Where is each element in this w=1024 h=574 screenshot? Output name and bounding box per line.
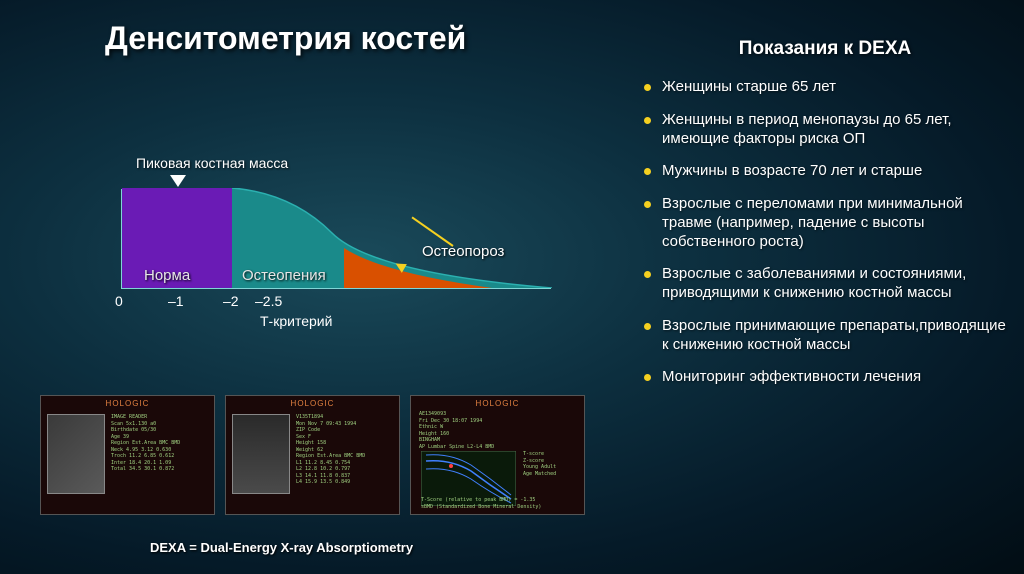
plot-area: Норма Остеопения Остеопороз xyxy=(121,189,551,289)
scan-brand: HOLOGIC xyxy=(476,399,520,408)
xtick: –2 xyxy=(223,293,239,309)
xtick: –2.5 xyxy=(255,293,282,309)
xtick: –1 xyxy=(168,293,184,309)
indications-list: Женщины старше 65 лет Женщины в период м… xyxy=(640,78,1010,387)
chart-marker-icon xyxy=(170,175,186,187)
list-item: Мужчины в возрасте 70 лет и старше xyxy=(640,162,1010,181)
zone-label-osteopenia: Остеопения xyxy=(242,267,326,284)
indications-panel: Показания к DEXA Женщины старше 65 лет Ж… xyxy=(640,38,1010,401)
zone-label-osteoporoz: Остеопороз xyxy=(422,243,504,260)
scan-brand: HOLOGIC xyxy=(106,399,150,408)
indications-heading: Показания к DEXA xyxy=(640,38,1010,60)
scan-thumbnail: HOLOGIC V135T1894Mon Nov 7 09:43 1994ZIP… xyxy=(225,395,400,515)
scan-thumbnail: HOLOGIC IMAGE READERScan 5x1.130 a0Birth… xyxy=(40,395,215,515)
scan-brand: HOLOGIC xyxy=(291,399,335,408)
chart-peak-label: Пиковая костная масса xyxy=(136,155,288,171)
list-item: Мониторинг эффективности лечения xyxy=(640,368,1010,387)
slide-title: Денситометрия костей xyxy=(105,20,466,57)
scan-thumbnails: HOLOGIC IMAGE READERScan 5x1.130 a0Birth… xyxy=(40,395,585,515)
scan-thumbnail: HOLOGIC AE1349093Fri Dec 30 18:07 1994Et… xyxy=(410,395,585,515)
list-item: Взрослые принимающие препараты,приводящи… xyxy=(640,317,1010,355)
x-axis-label: Т-критерий xyxy=(260,313,332,329)
zone-label-norma: Норма xyxy=(144,267,190,284)
footnote: DEXA = Dual-Energy X-ray Absorptiometry xyxy=(150,540,413,555)
bone-density-chart: Пиковая костная масса Норма Остеопения О… xyxy=(120,155,560,335)
list-item: Женщины старше 65 лет xyxy=(640,78,1010,97)
list-item: Женщины в период менопаузы до 65 лет, им… xyxy=(640,111,1010,149)
xtick: 0 xyxy=(115,293,123,309)
list-item: Взрослые с заболеваниями и состояниями, … xyxy=(640,265,1010,303)
list-item: Взрослые с переломами при минимальной тр… xyxy=(640,195,1010,251)
